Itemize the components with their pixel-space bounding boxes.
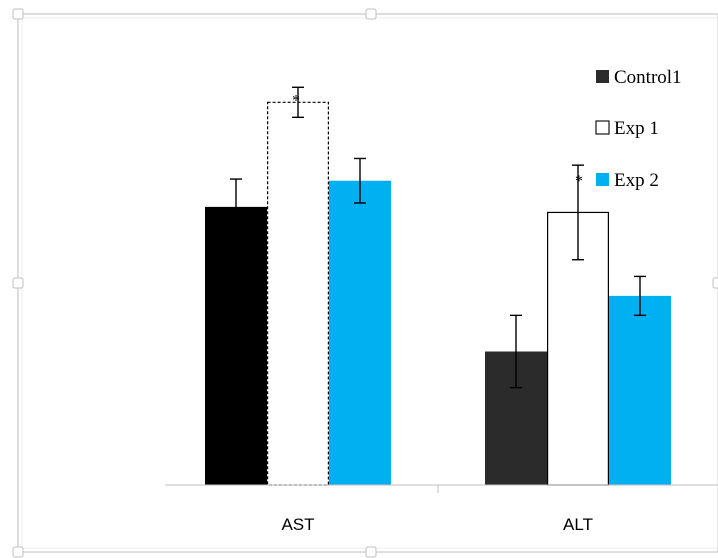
- legend-item-control1: Control1: [596, 67, 682, 88]
- legend-swatch-control1: [596, 70, 609, 83]
- error-bar-alt-control1: [510, 314, 522, 389]
- resize-handle: [12, 546, 24, 558]
- resize-handle: [365, 8, 377, 20]
- significance-star: *: [292, 92, 300, 109]
- x-axis: AST ALT: [165, 484, 718, 534]
- legend-item-exp-1: Exp 1: [595, 118, 659, 139]
- bar-ast-exp-1: [267, 101, 330, 486]
- error-bar-alt-exp-2: [634, 275, 646, 317]
- legend-star: *: [575, 173, 583, 190]
- resize-handle: [12, 277, 24, 289]
- error-bar-ast-exp-2: [354, 157, 366, 204]
- x-tick-label-ast: AST: [281, 515, 314, 534]
- bar-ast-control1: [205, 206, 267, 485]
- resize-handle: [365, 546, 377, 558]
- legend-swatch-exp-2: [596, 173, 609, 186]
- bar-ast-exp-2: [329, 180, 391, 485]
- legend-swatch-exp-1: [595, 120, 610, 135]
- legend: Control1 Exp 1 Exp 2 *: [575, 67, 682, 191]
- x-tick-label-alt: ALT: [563, 515, 593, 534]
- legend-label-control1: Control1: [614, 67, 682, 88]
- selection-frame[interactable]: [12, 8, 718, 558]
- legend-label-exp-1: Exp 1: [614, 118, 659, 139]
- error-bar-ast-control1: [230, 178, 242, 236]
- resize-handle: [712, 277, 718, 289]
- error-bar-alt-exp-1: [572, 164, 584, 261]
- legend-label-exp-2: Exp 2: [614, 170, 659, 191]
- resize-handle: [12, 8, 24, 20]
- bars-group: *: [205, 86, 671, 486]
- bar-alt-exp-2: [609, 295, 671, 485]
- legend-item-exp-2: Exp 2: [596, 170, 659, 191]
- error-bar-ast-exp-1: [292, 86, 304, 119]
